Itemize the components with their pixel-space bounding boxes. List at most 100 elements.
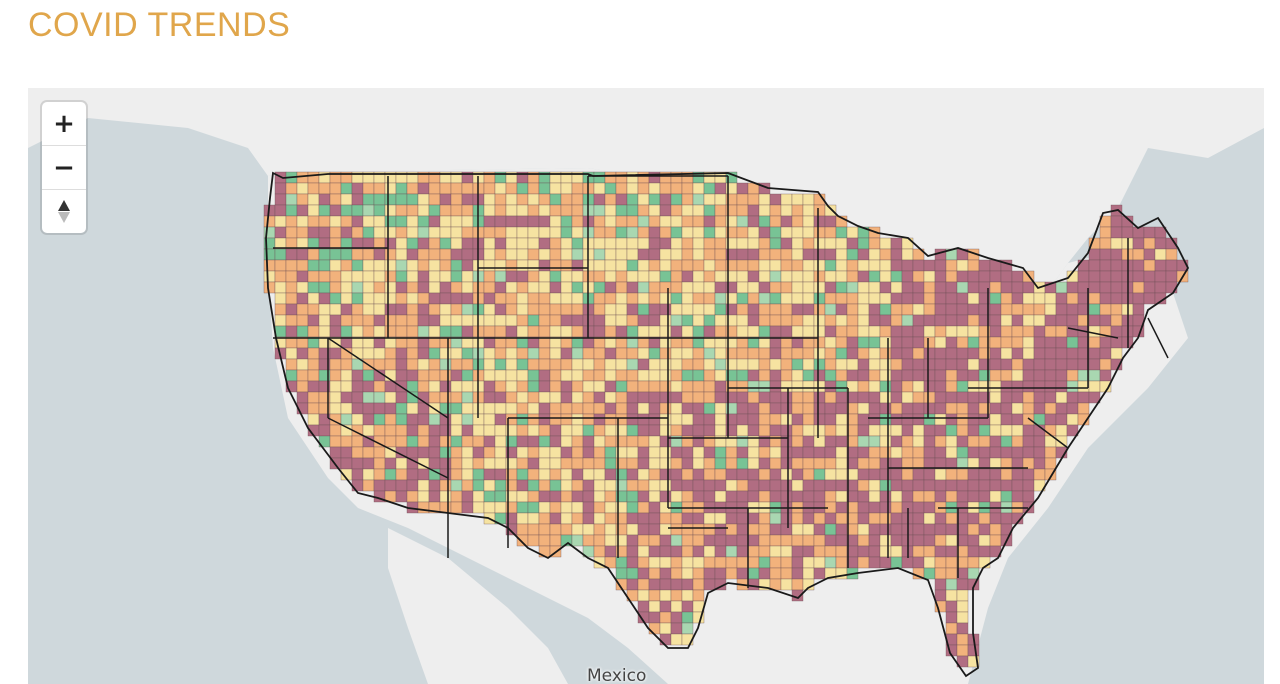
county-cell <box>318 270 331 283</box>
county-cell <box>923 424 936 437</box>
county-cell <box>340 413 353 426</box>
county-cell <box>1022 347 1035 360</box>
county-cell <box>483 292 496 305</box>
county-cell <box>758 413 771 426</box>
county-cell <box>340 369 353 382</box>
county-cell <box>791 303 804 316</box>
county-cell <box>340 204 353 217</box>
county-cell <box>747 325 760 338</box>
county-cell <box>307 413 320 426</box>
county-cell <box>923 545 936 558</box>
county-cell <box>901 347 914 360</box>
county-cell <box>692 446 705 459</box>
county-cell <box>791 391 804 404</box>
county-cell <box>868 435 881 448</box>
county-cell <box>890 347 903 360</box>
page-title: COVID TRENDS <box>28 6 291 44</box>
county-cell <box>879 490 892 503</box>
county-cell <box>670 347 683 360</box>
county-cell <box>681 512 694 525</box>
county-cell <box>736 490 749 503</box>
county-cell <box>1132 259 1145 272</box>
county-cell <box>428 457 441 470</box>
county-cell <box>945 622 958 635</box>
county-cell <box>494 182 507 195</box>
county-cell <box>637 259 650 272</box>
county-cell <box>703 446 716 459</box>
county-cell <box>857 468 870 481</box>
county-cell <box>1066 413 1079 426</box>
county-cell <box>549 501 562 514</box>
county-cell <box>461 204 474 217</box>
county-cell <box>1033 303 1046 316</box>
county-cell <box>560 369 573 382</box>
county-cell <box>615 358 628 371</box>
landmass <box>388 528 568 684</box>
county-cell <box>527 380 540 393</box>
county-cell <box>802 391 815 404</box>
county-cell <box>681 589 694 602</box>
county-cell <box>901 435 914 448</box>
county-cell <box>560 435 573 448</box>
county-cell <box>560 292 573 305</box>
county-cell <box>1000 446 1013 459</box>
county-cell <box>923 281 936 294</box>
county-cell <box>945 446 958 459</box>
county-cell <box>549 380 562 393</box>
county-cell <box>516 259 529 272</box>
county-cell <box>758 534 771 547</box>
county-cell <box>549 182 562 195</box>
county-cell <box>549 391 562 404</box>
county-cell <box>780 270 793 283</box>
county-cell <box>802 435 815 448</box>
county-cell <box>846 270 859 283</box>
county-cell <box>857 556 870 569</box>
county-cell <box>329 391 342 404</box>
county-cell <box>1154 237 1167 250</box>
county-cell <box>549 237 562 250</box>
county-cell <box>384 270 397 283</box>
county-cell <box>1000 358 1013 371</box>
county-cell <box>1044 380 1057 393</box>
county-cell <box>747 226 760 239</box>
county-cell <box>274 314 287 327</box>
county-cell <box>857 347 870 360</box>
county-cell <box>769 468 782 481</box>
county-cell <box>703 534 716 547</box>
county-cell <box>857 457 870 470</box>
county-cell <box>428 369 441 382</box>
county-cell <box>1055 413 1068 426</box>
county-cell <box>945 402 958 415</box>
county-cell <box>901 292 914 305</box>
county-cell <box>780 413 793 426</box>
county-cell <box>615 182 628 195</box>
county-cell <box>406 292 419 305</box>
county-cell <box>824 380 837 393</box>
county-cell <box>560 248 573 261</box>
county-cell <box>1011 380 1024 393</box>
county-cell <box>571 468 584 481</box>
zoom-in-button[interactable]: + <box>42 102 86 146</box>
county-cell <box>780 446 793 459</box>
county-cell <box>747 369 760 382</box>
county-cell <box>813 457 826 470</box>
county-cell <box>527 413 540 426</box>
county-cell <box>703 424 716 437</box>
county-cell <box>714 281 727 294</box>
county-cell <box>593 402 606 415</box>
map-container[interactable]: + − Mexico <box>28 88 1264 684</box>
county-cell <box>538 303 551 316</box>
reset-bearing-button[interactable] <box>42 190 86 233</box>
county-cell <box>384 435 397 448</box>
county-cell <box>593 457 606 470</box>
county-cell <box>274 204 287 217</box>
county-cell <box>296 281 309 294</box>
county-cell <box>934 325 947 338</box>
county-cell <box>912 380 925 393</box>
basemap[interactable] <box>28 88 1264 684</box>
county-cell <box>923 468 936 481</box>
county-cell <box>395 281 408 294</box>
county-cell <box>813 402 826 415</box>
county-cell <box>472 435 485 448</box>
zoom-out-button[interactable]: − <box>42 146 86 190</box>
